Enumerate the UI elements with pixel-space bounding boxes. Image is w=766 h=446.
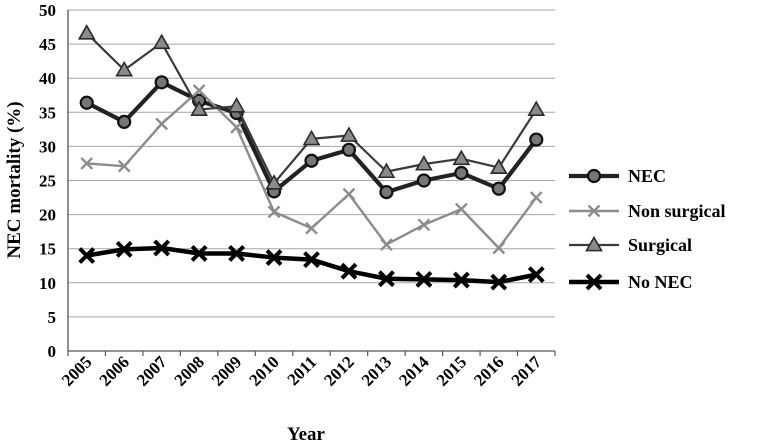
x-tick-label: 2006 bbox=[96, 352, 133, 389]
x-tick-label: 2007 bbox=[133, 352, 171, 390]
legend: NEC Non surgical Surgical No NEC bbox=[569, 166, 726, 292]
legend-item: No NEC bbox=[569, 272, 693, 292]
y-tick-label: 30 bbox=[39, 137, 56, 156]
data-point bbox=[415, 270, 433, 288]
x-tick-label: 2016 bbox=[470, 352, 507, 389]
data-point bbox=[380, 238, 393, 251]
data-point bbox=[190, 245, 208, 262]
data-point bbox=[452, 149, 471, 166]
y-axis-title: NEC mortality (%) bbox=[4, 101, 25, 258]
data-point bbox=[79, 95, 94, 110]
x-tick-label: 2011 bbox=[284, 352, 321, 389]
data-point bbox=[228, 245, 245, 262]
data-point bbox=[415, 155, 433, 171]
data-point bbox=[115, 60, 134, 77]
axes bbox=[67, 10, 556, 356]
data-point bbox=[587, 204, 601, 218]
y-tick-label: 20 bbox=[39, 206, 56, 225]
x-tick-label: 2017 bbox=[508, 352, 546, 390]
y-tick-label: 10 bbox=[39, 274, 56, 293]
data-point bbox=[155, 117, 169, 131]
data-point bbox=[585, 273, 603, 291]
data-point bbox=[265, 174, 283, 190]
data-point bbox=[454, 202, 468, 216]
data-point bbox=[342, 187, 356, 201]
data-point bbox=[305, 221, 318, 235]
x-tick-label: 2015 bbox=[433, 352, 470, 389]
y-tick-label: 5 bbox=[48, 308, 57, 327]
x-axis-title: Year bbox=[287, 424, 326, 445]
data-point bbox=[527, 266, 545, 284]
data-point bbox=[227, 97, 246, 113]
data-point bbox=[115, 240, 133, 258]
data-point bbox=[492, 241, 506, 255]
data-point bbox=[529, 191, 543, 204]
y-tick-label: 50 bbox=[39, 1, 56, 20]
data-point bbox=[489, 158, 508, 174]
data-point bbox=[80, 157, 94, 170]
y-tick-label: 45 bbox=[39, 35, 56, 54]
data-point bbox=[379, 184, 394, 200]
legend-item: NEC bbox=[569, 166, 666, 186]
data-point bbox=[303, 251, 320, 269]
data-point bbox=[77, 24, 96, 40]
data-point bbox=[586, 168, 602, 184]
series-line bbox=[86, 89, 538, 250]
data-point bbox=[416, 173, 431, 188]
x-tick-label: 2014 bbox=[395, 352, 433, 390]
data-point bbox=[454, 165, 469, 181]
data-point bbox=[192, 84, 206, 97]
data-point bbox=[377, 162, 396, 179]
y-tick-label: 15 bbox=[39, 240, 56, 259]
series-no-nec bbox=[78, 239, 545, 291]
data-point bbox=[527, 100, 546, 116]
y-tick-label: 25 bbox=[39, 172, 56, 191]
legend-item: Surgical bbox=[569, 235, 692, 255]
series-surgical bbox=[77, 24, 546, 190]
data-point bbox=[302, 129, 321, 146]
x-tick-label: 2005 bbox=[58, 352, 95, 389]
x-tick-label: 2012 bbox=[320, 352, 357, 389]
data-point bbox=[154, 75, 169, 90]
data-point bbox=[417, 218, 431, 232]
data-point bbox=[78, 247, 96, 264]
legend-label: NEC bbox=[628, 166, 666, 186]
data-point bbox=[452, 271, 470, 289]
data-point bbox=[340, 126, 358, 142]
data-point bbox=[378, 270, 395, 288]
series-non-surgical bbox=[80, 84, 543, 255]
data-point bbox=[153, 239, 171, 257]
series-group bbox=[77, 24, 546, 291]
x-tick-label: 2009 bbox=[208, 352, 245, 389]
y-tick-label: 0 bbox=[48, 342, 57, 361]
gridlines bbox=[68, 9, 555, 352]
data-point bbox=[265, 249, 283, 266]
x-tick-labels: 2005 2006 2007 2008 2009 2010 2011 2012 2013 2014… bbox=[58, 352, 545, 390]
data-point bbox=[340, 262, 358, 280]
data-point bbox=[267, 205, 281, 219]
y-tick-label: 40 bbox=[39, 69, 56, 88]
legend-item: Non surgical bbox=[569, 201, 726, 221]
x-tick-label: 2008 bbox=[170, 352, 207, 389]
data-point bbox=[341, 142, 357, 157]
y-tick-label: 35 bbox=[39, 103, 56, 122]
data-point bbox=[190, 100, 208, 116]
data-point bbox=[529, 132, 544, 147]
x-tick-label: 2010 bbox=[245, 352, 282, 389]
legend-label: Non surgical bbox=[628, 201, 726, 221]
y-tick-labels: 0 5 10 15 20 25 30 35 40 45 50 bbox=[39, 1, 56, 361]
data-point bbox=[117, 159, 131, 173]
data-point bbox=[585, 235, 603, 252]
legend-label: Surgical bbox=[628, 235, 692, 255]
data-point bbox=[491, 181, 506, 196]
data-point bbox=[490, 273, 508, 291]
data-point bbox=[117, 114, 132, 129]
x-tick-label: 2013 bbox=[358, 352, 395, 389]
data-point bbox=[304, 153, 319, 168]
legend-label: No NEC bbox=[628, 272, 693, 292]
data-point bbox=[152, 33, 171, 50]
data-point bbox=[230, 120, 243, 134]
